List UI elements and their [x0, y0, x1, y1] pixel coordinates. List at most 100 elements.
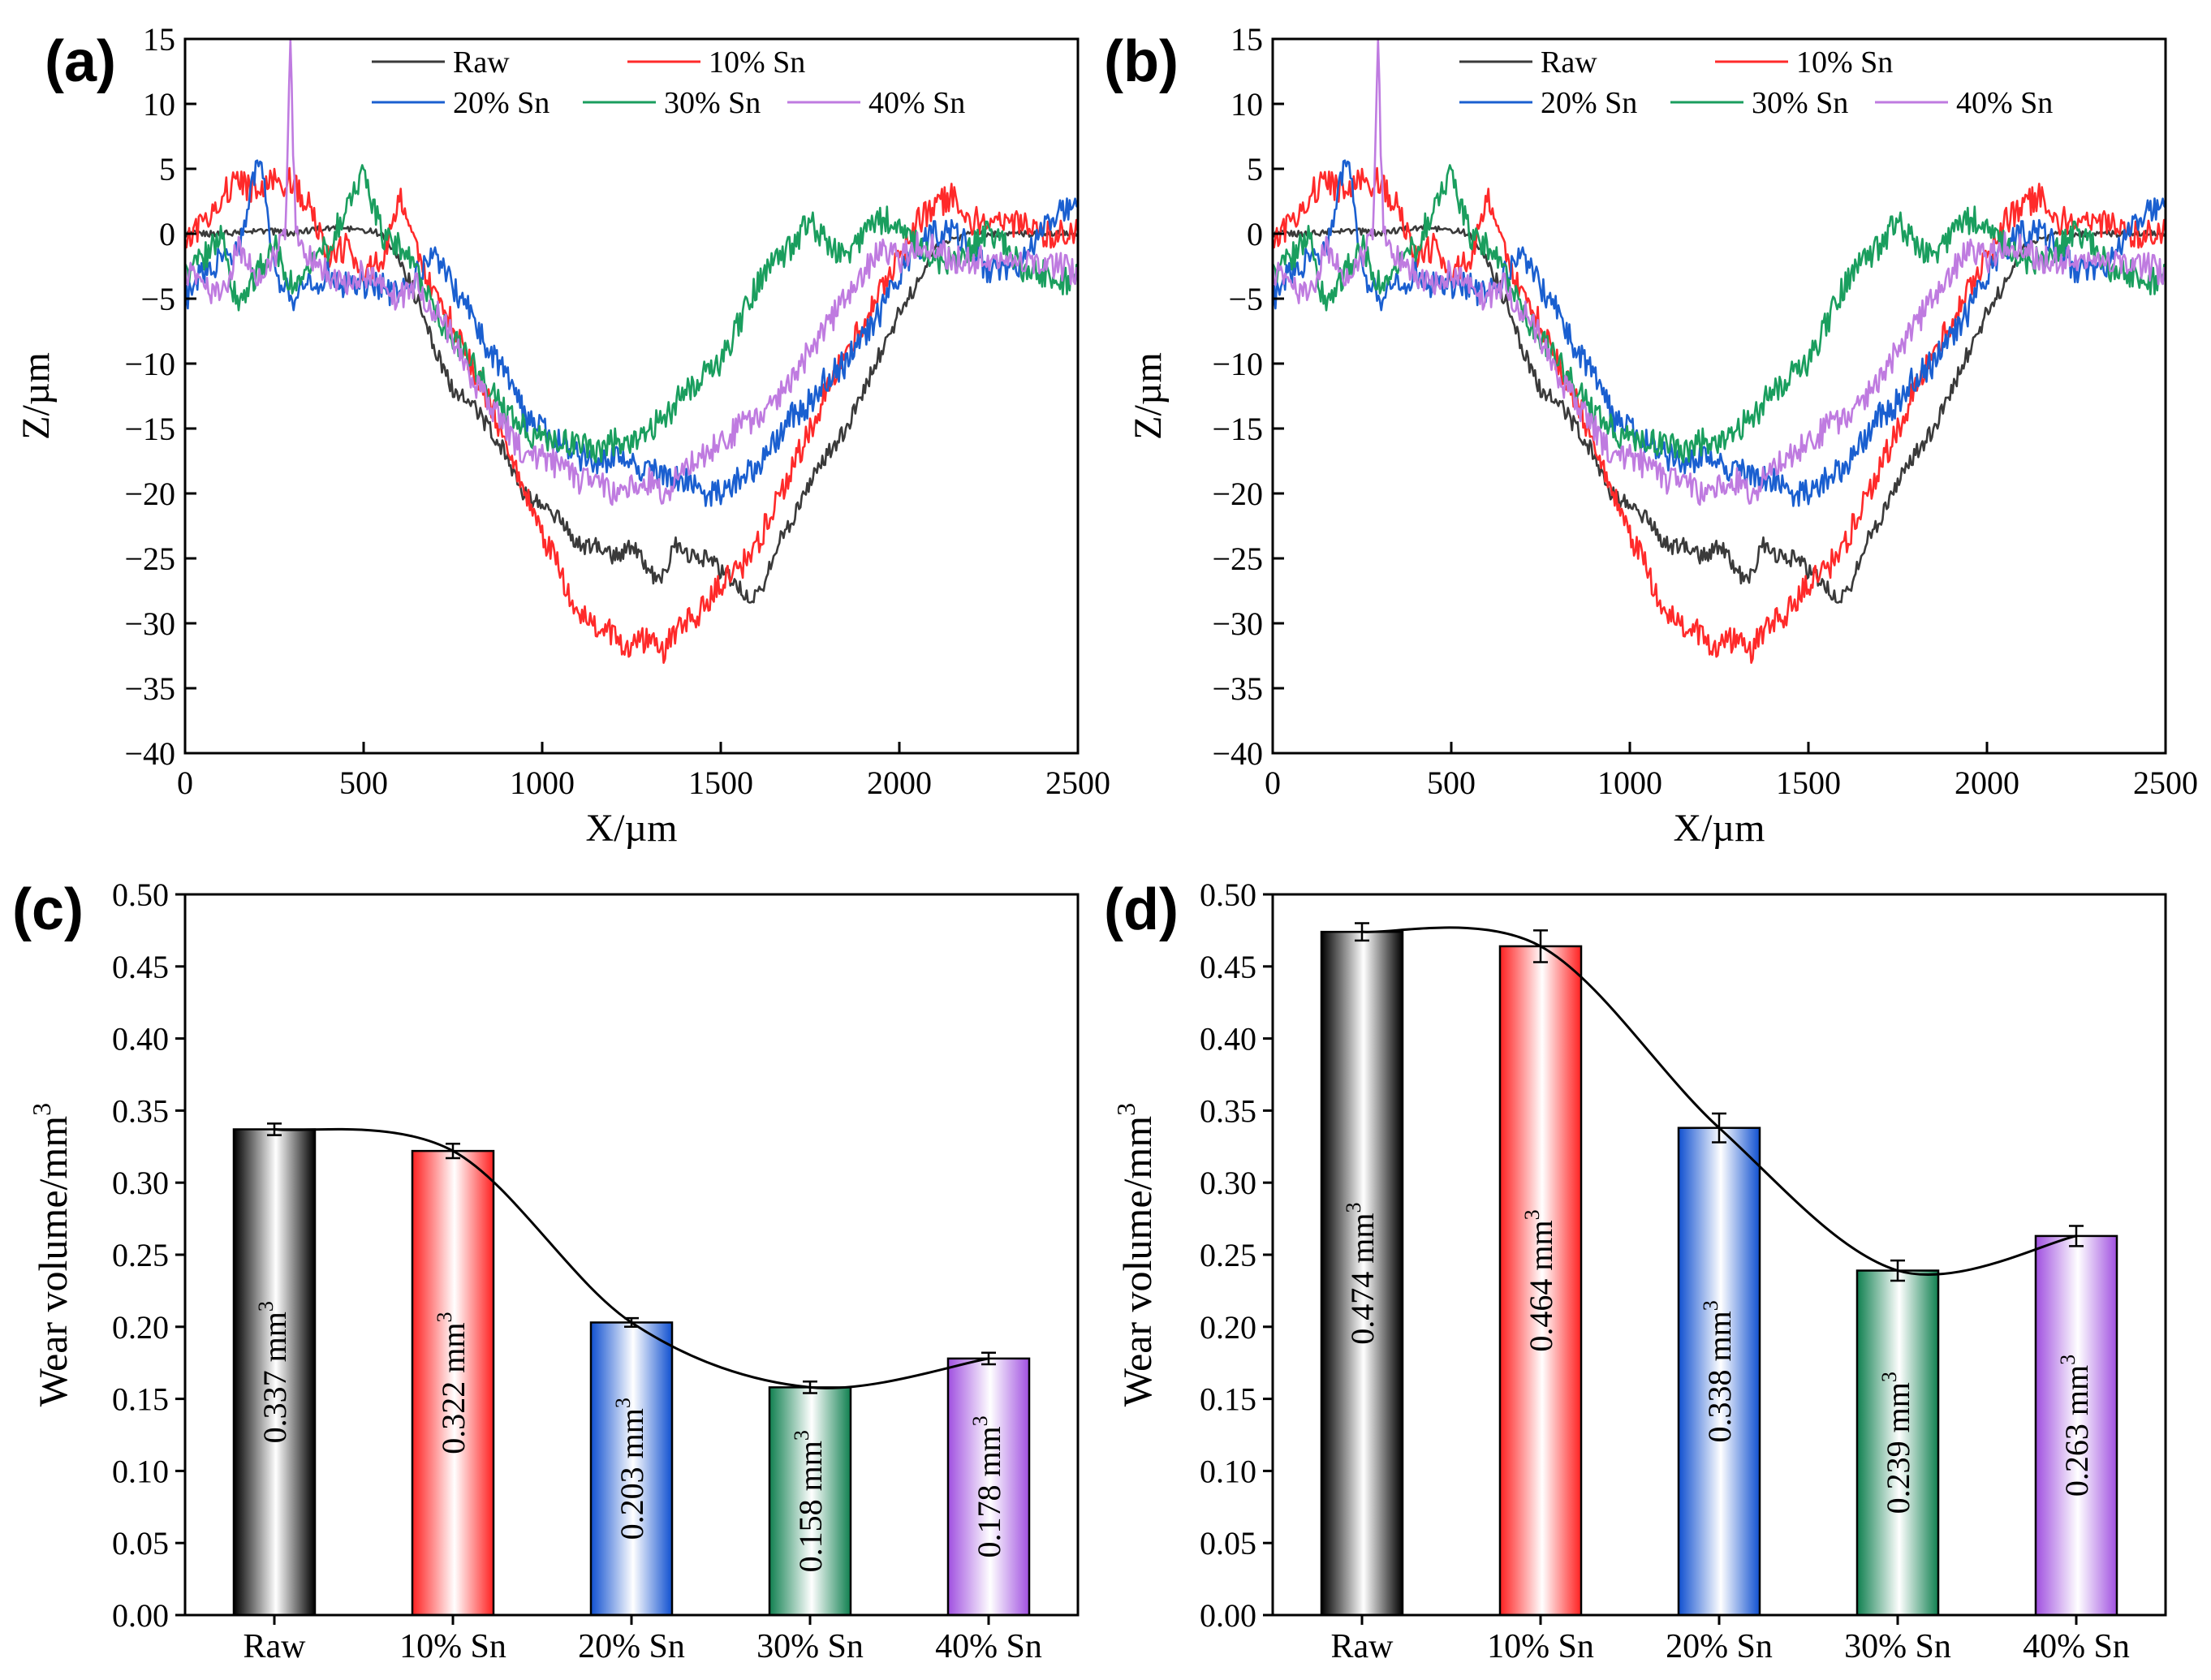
y-tick-label: −25 — [1212, 541, 1263, 577]
y-tick-label: 0.35 — [1200, 1092, 1256, 1129]
panel-label: (b) — [1104, 29, 1179, 94]
x-axis-label: X/µm — [1674, 807, 1765, 850]
bar-data-label: 0.203 mm3 — [611, 1398, 650, 1540]
legend-label: 30% Sn — [1752, 86, 1848, 120]
y-axis-label: Wear volume/mm3 — [27, 1103, 75, 1406]
series-line-30-sn — [1271, 164, 2167, 463]
legend-label: 20% Sn — [453, 86, 550, 120]
panel-label: (a) — [45, 29, 116, 94]
y-tick-label: 0 — [1247, 216, 1263, 252]
y-tick-label: 15 — [1230, 21, 1263, 58]
bar-0 — [232, 1128, 317, 1617]
x-tick-label: 20% Sn — [578, 1628, 685, 1665]
legend-label: 20% Sn — [1541, 86, 1637, 120]
legend-item: 30% Sn — [1670, 86, 1848, 120]
x-tick-label: 2000 — [867, 765, 932, 801]
y-tick-label: 0.30 — [112, 1165, 169, 1201]
y-tick-label: 0.45 — [112, 949, 169, 985]
y-tick-label: 0.05 — [112, 1525, 169, 1562]
y-tick-label: 0.20 — [112, 1309, 169, 1346]
bar-data-label: 0.474 mm3 — [1342, 1202, 1381, 1344]
y-axis-label: Z/µm — [1127, 352, 1170, 440]
y-tick-label: 10 — [143, 86, 175, 123]
legend-item: 20% Sn — [1459, 86, 1637, 120]
legend-item: 40% Sn — [787, 86, 965, 120]
x-axis-label: X/µm — [586, 807, 678, 850]
y-tick-label: −10 — [1212, 346, 1263, 382]
series-line-40-sn — [1271, 39, 2167, 506]
trend-line — [274, 1127, 989, 1389]
y-tick-label: −35 — [1212, 670, 1263, 707]
x-tick-label: 20% Sn — [1666, 1628, 1773, 1665]
y-tick-label: 0.20 — [1200, 1309, 1256, 1346]
error-bar — [981, 1351, 996, 1366]
legend-item: Raw — [372, 45, 510, 80]
y-axis-label: Wear volume/mm3 — [1111, 1103, 1160, 1406]
x-tick-label: 40% Sn — [2023, 1628, 2130, 1665]
y-tick-label: 0.10 — [112, 1453, 169, 1489]
y-tick-label: −20 — [1212, 476, 1263, 512]
panel-c-bar-chart: 0.337 mm3 Raw 0.322 mm3 10% Sn 0.203 mm3 20% … — [12, 877, 1080, 1665]
x-tick-label: Raw — [244, 1628, 307, 1665]
panel-d-bar-chart: 0.474 mm3 Raw 0.464 mm3 10% Sn 0.338 mm3 20% … — [1104, 877, 2167, 1665]
y-tick-label: −15 — [124, 411, 175, 447]
bar-data-label: 0.337 mm3 — [254, 1301, 293, 1443]
x-tick-label: 2500 — [2133, 765, 2198, 801]
y-tick-label: 0.15 — [112, 1381, 169, 1418]
legend-item: 10% Sn — [1715, 45, 1893, 80]
bar-0 — [1320, 930, 1404, 1617]
bar-data-label: 0.158 mm3 — [790, 1430, 829, 1572]
series-line-30-sn — [183, 164, 1080, 463]
bar-2 — [589, 1321, 674, 1617]
panel-b-line-chart: 0 500 1000 1500 2000 2500 −40 −35 −30 −25 −20 −15 −1… — [1104, 21, 2198, 850]
y-tick-label: 0.10 — [1200, 1453, 1256, 1489]
y-tick-label: −25 — [124, 541, 175, 577]
series-line-40-sn — [183, 39, 1080, 506]
y-tick-label: 0.40 — [112, 1021, 169, 1058]
y-tick-label: −30 — [124, 605, 175, 642]
legend-label: 10% Sn — [709, 45, 805, 80]
series-line-raw — [183, 223, 1080, 604]
x-tick-label: 0 — [177, 765, 193, 801]
legend-item: 20% Sn — [372, 86, 550, 120]
bar-data-label: 0.178 mm3 — [968, 1415, 1007, 1557]
legend-label: Raw — [1541, 45, 1597, 80]
x-tick-label: Raw — [1331, 1628, 1394, 1665]
x-tick-label: 1500 — [1776, 765, 1841, 801]
y-tick-label: 0.25 — [112, 1237, 169, 1273]
y-tick-label: −20 — [124, 476, 175, 512]
x-tick-label: 500 — [339, 765, 388, 801]
legend-item: 40% Sn — [1875, 86, 2053, 120]
x-tick-label: 2000 — [1955, 765, 2019, 801]
y-tick-label: −15 — [1212, 411, 1263, 447]
y-tick-label: 0.30 — [1200, 1165, 1256, 1201]
legend-label: 30% Sn — [664, 86, 761, 120]
x-tick-label: 10% Sn — [399, 1628, 506, 1665]
y-tick-label: −40 — [1212, 735, 1263, 772]
bar-data-label: 0.239 mm3 — [1877, 1372, 1916, 1514]
bar-4 — [946, 1357, 1031, 1617]
x-tick-label: 40% Sn — [935, 1628, 1042, 1665]
legend-item: 30% Sn — [583, 86, 761, 120]
x-tick-label: 1000 — [510, 765, 575, 801]
x-tick-label: 0 — [1265, 765, 1281, 801]
y-tick-label: 0.50 — [112, 877, 169, 913]
y-tick-label: 5 — [159, 151, 175, 187]
plot-frame — [1271, 37, 2167, 755]
legend-label: 10% Sn — [1796, 45, 1893, 80]
bar-data-label: 0.464 mm3 — [1520, 1209, 1559, 1351]
y-tick-label: 0.00 — [1200, 1597, 1256, 1634]
y-tick-label: −35 — [124, 670, 175, 707]
bar-1 — [411, 1149, 495, 1617]
legend-label: Raw — [453, 45, 510, 80]
trend-line — [1361, 926, 2077, 1276]
legend-item: 10% Sn — [627, 45, 805, 80]
y-tick-label: 0.45 — [1200, 949, 1256, 985]
x-tick-label: 2500 — [1045, 765, 1110, 801]
y-tick-label: 0.00 — [112, 1597, 169, 1634]
legend-label: 40% Sn — [868, 86, 965, 120]
y-tick-label: 0.25 — [1200, 1237, 1256, 1273]
y-tick-label: 0.35 — [112, 1092, 169, 1129]
y-tick-label: −5 — [1228, 281, 1263, 317]
